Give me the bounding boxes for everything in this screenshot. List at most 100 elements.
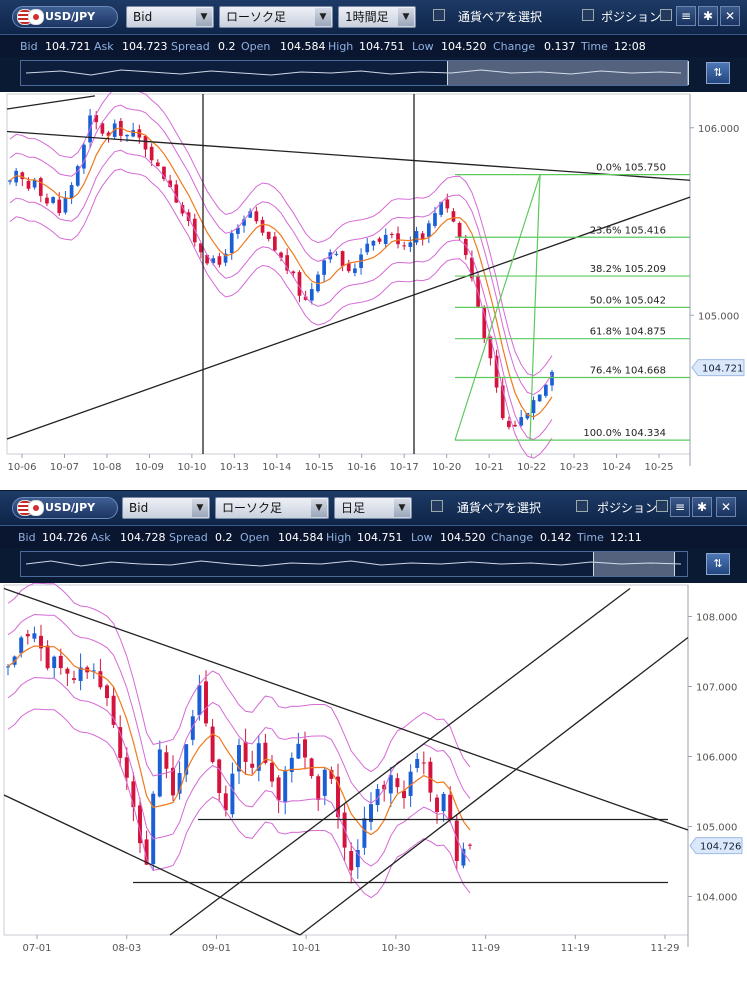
chart-kind-select[interactable]: ローソク足 ▼ (219, 6, 333, 28)
candle-body (223, 793, 228, 811)
candle-body (362, 818, 367, 848)
x-tick-label: 11-09 (471, 943, 500, 954)
x-tick-label: 10-10 (177, 462, 206, 473)
position-checkbox[interactable] (576, 500, 588, 512)
currency-pair-badge[interactable]: USD/JPY (12, 497, 118, 519)
menu-icon[interactable]: ≡ (676, 6, 696, 26)
ask-label: Ask (91, 531, 111, 544)
candle-body (420, 233, 425, 239)
fibonacci-level-label: 76.4% 104.668 (590, 366, 666, 377)
candle-body (236, 227, 240, 234)
candle-body (111, 695, 116, 725)
candle-body (468, 844, 472, 846)
candle-body (157, 749, 162, 797)
candle-body (507, 420, 511, 428)
x-tick-label: 10-15 (305, 462, 334, 473)
candle-body (408, 771, 413, 796)
candle-body (279, 252, 283, 258)
candle-body (408, 242, 413, 247)
candle-body (131, 781, 136, 808)
x-tick-label: 10-25 (644, 462, 673, 473)
y-tick-label: 105.000 (698, 311, 739, 322)
navigator-thumb[interactable] (593, 552, 675, 576)
candle-body (426, 223, 431, 237)
candle-body (229, 233, 234, 253)
low-value: 104.520 (440, 531, 486, 544)
candle-body (57, 199, 62, 214)
navigator-sparkline (25, 560, 682, 567)
close-icon[interactable]: ✕ (720, 6, 740, 26)
moving-average-line (7, 645, 471, 836)
close-icon[interactable]: ✕ (716, 497, 736, 517)
select-pair-label[interactable]: 通貨ペアを選択 (457, 501, 542, 515)
price-type-select[interactable]: Bid ▼ (126, 6, 214, 28)
candle-body (322, 260, 326, 275)
candle-body (461, 848, 466, 866)
ask-value: 104.728 (120, 531, 166, 544)
navigator-scrollbar[interactable] (20, 551, 688, 577)
plot-frame (6, 93, 691, 455)
chart-area[interactable]: 108.000 107.000 106.000 105.000 104.000 07-01… (0, 583, 747, 981)
navigator-thumb[interactable] (447, 61, 689, 85)
candle-body (353, 268, 357, 273)
bollinger-lower-band (7, 676, 471, 867)
current-price-label: 104.726 (700, 842, 741, 853)
timeframe-select[interactable]: 1時間足 ▼ (338, 6, 416, 28)
chart-kind-select[interactable]: ローソク足 ▼ (215, 497, 329, 519)
y-tick-label: 104.000 (696, 893, 737, 904)
candle-body (91, 670, 96, 672)
select-pair-checkbox[interactable] (431, 500, 443, 512)
candle-body (45, 645, 50, 669)
timeframe-select[interactable]: 日足 ▼ (334, 497, 412, 519)
candle-body (131, 130, 136, 137)
currency-pair-badge[interactable]: USD/JPY (12, 6, 118, 28)
pair-label: USD/JPY (45, 10, 96, 23)
candle-body (263, 742, 268, 763)
navigator-expand-button[interactable]: ⇅ (706, 62, 730, 84)
candle-body (365, 243, 370, 253)
select-pair-label[interactable]: 通貨ペアを選択 (458, 10, 543, 24)
option-checkbox[interactable] (656, 500, 668, 512)
navigator-scrollbar[interactable] (20, 60, 689, 86)
x-tick-label: 11-29 (650, 943, 679, 954)
candle-body (149, 146, 154, 161)
select-pair-checkbox[interactable] (433, 9, 445, 21)
time-label: Time (581, 40, 608, 53)
trendline (3, 794, 301, 936)
low-label: Low (411, 531, 433, 544)
candle-body (180, 205, 185, 214)
candle-body (395, 778, 400, 788)
candle-body (531, 400, 536, 414)
candle-body (256, 743, 261, 771)
bid-label: Bid (20, 40, 38, 53)
candle-body (8, 180, 12, 182)
spread-value: 0.2 (218, 40, 236, 53)
gear-icon[interactable]: ✱ (692, 497, 712, 517)
navigator-expand-button[interactable]: ⇅ (706, 553, 730, 575)
open-label: Open (240, 531, 270, 544)
candle-body (435, 797, 439, 812)
bollinger-upper-band (7, 613, 471, 804)
bollinger-upper-band (7, 583, 471, 773)
candle-body (309, 289, 314, 301)
candle-body (346, 263, 351, 272)
candle-body (199, 243, 203, 253)
option-checkbox[interactable] (660, 9, 672, 21)
chart-area[interactable]: 106.000 105.000 10-06 10-07 10-08 10-09 10-10 1… (0, 92, 747, 490)
position-label[interactable]: ポジション (601, 10, 662, 24)
candle-body (402, 790, 406, 799)
candle-body (69, 185, 74, 199)
menu-icon[interactable]: ≡ (670, 497, 690, 517)
gear-icon[interactable]: ✱ (698, 6, 718, 26)
candle-body (369, 804, 373, 822)
candle-body (537, 394, 542, 402)
candle-body (414, 231, 419, 243)
candle-body (138, 805, 142, 844)
time-value: 12:08 (614, 40, 646, 53)
position-checkbox[interactable] (582, 9, 594, 21)
candle-body (52, 656, 57, 668)
position-label[interactable]: ポジション (597, 501, 658, 515)
price-type-select[interactable]: Bid ▼ (122, 497, 210, 519)
x-tick-label: 11-19 (561, 943, 590, 954)
pair-label: USD/JPY (45, 501, 96, 514)
